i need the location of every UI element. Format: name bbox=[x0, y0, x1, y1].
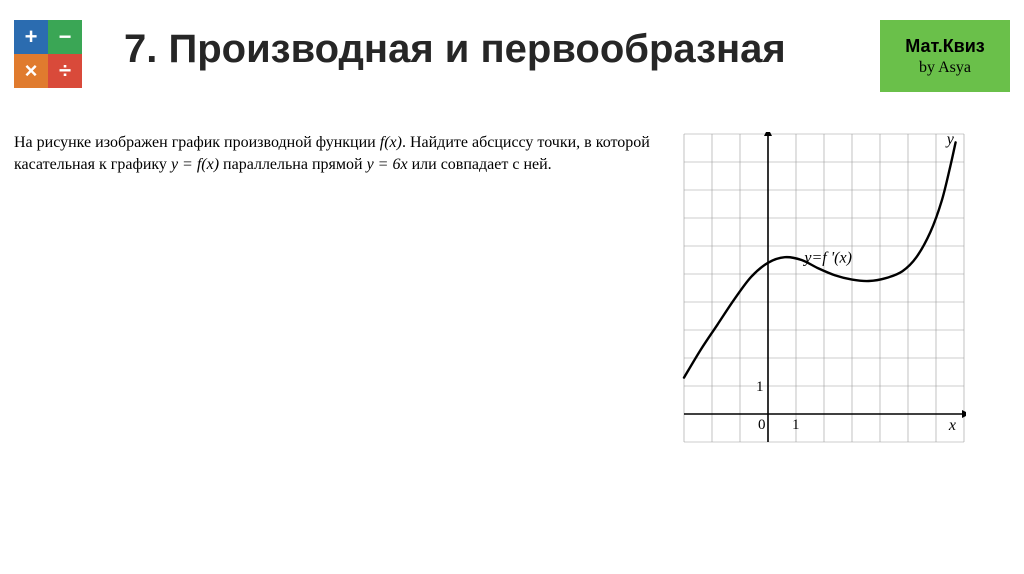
quiz-badge-subtitle: by Asya bbox=[919, 59, 971, 77]
math-ops-icon: + − × ÷ bbox=[14, 20, 82, 88]
header-row: + − × ÷ 7. Производная и первообразная М… bbox=[0, 0, 1024, 92]
times-icon: × bbox=[14, 54, 48, 88]
svg-text:1: 1 bbox=[756, 379, 764, 395]
minus-icon: − bbox=[48, 20, 82, 54]
problem-y6x: y = 6x bbox=[367, 156, 408, 173]
svg-text:1: 1 bbox=[792, 417, 800, 433]
quiz-badge: Мат.Квиз by Asya bbox=[880, 20, 1010, 92]
svg-text:x: x bbox=[948, 417, 956, 434]
problem-prefix: На рисунке изображен график производной … bbox=[14, 134, 380, 151]
plus-icon: + bbox=[14, 20, 48, 54]
svg-text:0: 0 bbox=[758, 417, 766, 433]
svg-text:y: y bbox=[945, 132, 955, 148]
svg-text:y=f '(x): y=f '(x) bbox=[802, 249, 852, 266]
divide-icon: ÷ bbox=[48, 54, 82, 88]
problem-mid2: параллельна прямой bbox=[219, 156, 367, 173]
graph-svg: y x y=f '(x) 0 1 1 bbox=[682, 132, 966, 452]
problem-fx: f(x) bbox=[380, 134, 402, 151]
problem-yfx: y = f(x) bbox=[171, 156, 219, 173]
content-row: На рисунке изображен график производной … bbox=[0, 92, 1024, 452]
problem-text: На рисунке изображен график производной … bbox=[14, 132, 654, 452]
derivative-graph: y x y=f '(x) 0 1 1 bbox=[682, 132, 966, 452]
problem-suffix: или совпадает с ней. bbox=[408, 156, 552, 173]
quiz-badge-title: Мат.Квиз bbox=[905, 36, 985, 57]
page-title: 7. Производная и первообразная bbox=[124, 20, 880, 72]
